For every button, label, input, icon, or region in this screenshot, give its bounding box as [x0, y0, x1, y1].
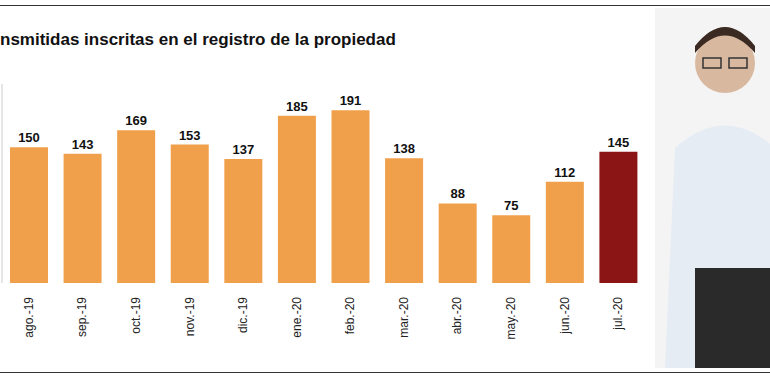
svg-text:75: 75 — [504, 198, 518, 213]
svg-text:jul.-20: jul.-20 — [611, 297, 625, 331]
svg-text:mar.-20: mar.-20 — [397, 297, 411, 338]
svg-text:nov.-19: nov.-19 — [183, 297, 197, 336]
svg-text:88: 88 — [450, 186, 464, 201]
svg-text:may.-20: may.-20 — [504, 297, 518, 340]
html-text:nsmitidas inscritas en el regi: nsmitidas inscritas en el registro de la… — [0, 30, 396, 49]
svg-text:ago.-19: ago.-19 — [22, 297, 36, 338]
svg-text:138: 138 — [393, 141, 415, 156]
svg-text:abr.-20: abr.-20 — [450, 297, 464, 335]
svg-text:oct.-19: oct.-19 — [129, 297, 143, 334]
svg-text:191: 191 — [340, 93, 362, 108]
svg-text:ene.-20: ene.-20 — [290, 297, 304, 338]
svg-text:sep.-19: sep.-19 — [75, 297, 89, 337]
svg-text:137: 137 — [232, 142, 254, 157]
svg-text:jun.-20: jun.-20 — [558, 297, 572, 335]
svg-text:150: 150 — [18, 130, 40, 145]
svg-text:dic.-19: dic.-19 — [236, 297, 250, 333]
svg-text:feb.-20: feb.-20 — [343, 297, 357, 335]
svg-text:143: 143 — [72, 137, 94, 152]
svg-text:169: 169 — [125, 113, 147, 128]
svg-text:185: 185 — [286, 99, 308, 114]
svg-text:112: 112 — [554, 165, 575, 180]
svg-text:145: 145 — [608, 135, 630, 150]
svg-text:153: 153 — [179, 128, 201, 143]
